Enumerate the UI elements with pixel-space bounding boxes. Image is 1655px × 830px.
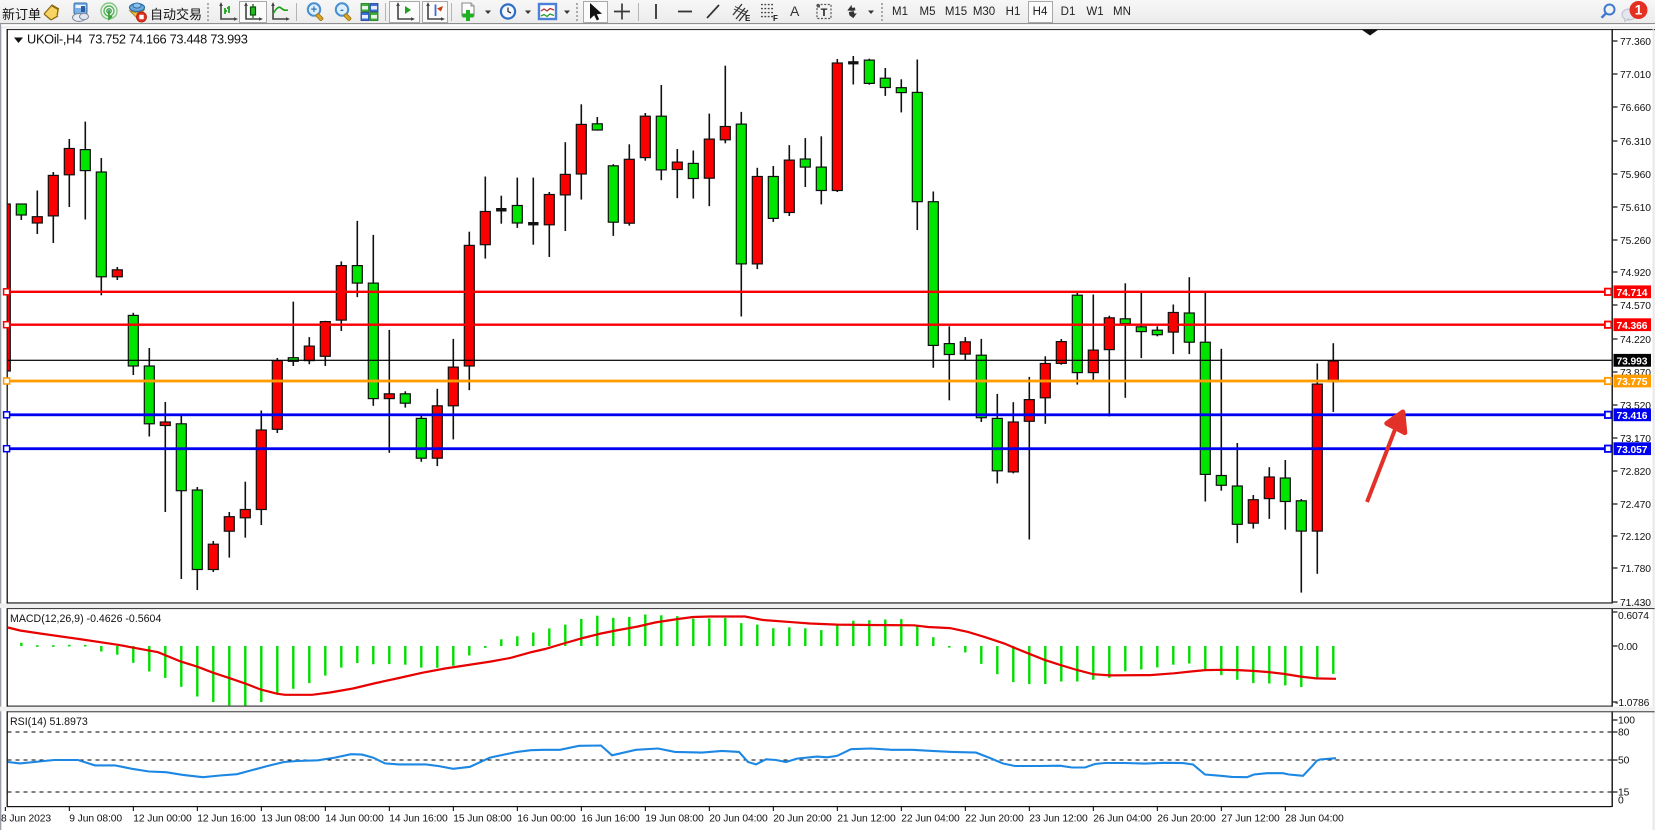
svg-text:73.870: 73.870 bbox=[1620, 368, 1651, 379]
svg-text:77.360: 77.360 bbox=[1620, 37, 1651, 48]
svg-text:76.660: 76.660 bbox=[1620, 103, 1651, 114]
svg-text:21 Jun 12:00: 21 Jun 12:00 bbox=[837, 814, 896, 825]
svg-text:8 Jun 2023: 8 Jun 2023 bbox=[1, 814, 51, 825]
svg-text:73.416: 73.416 bbox=[1617, 411, 1648, 422]
svg-text:RSI(14) 51.8973: RSI(14) 51.8973 bbox=[10, 716, 88, 728]
svg-text:E: E bbox=[745, 14, 751, 23]
svg-text:74.220: 74.220 bbox=[1620, 335, 1651, 346]
svg-text:-: - bbox=[340, 4, 344, 16]
svg-text:75.960: 75.960 bbox=[1620, 170, 1651, 181]
svg-text:14 Jun 16:00: 14 Jun 16:00 bbox=[389, 814, 448, 825]
svg-text:71.780: 71.780 bbox=[1620, 564, 1651, 575]
svg-text:22 Jun 04:00: 22 Jun 04:00 bbox=[901, 814, 960, 825]
svg-text:74.570: 74.570 bbox=[1620, 301, 1651, 312]
svg-text:9 Jun 08:00: 9 Jun 08:00 bbox=[69, 814, 122, 825]
svg-text:50: 50 bbox=[1618, 756, 1630, 767]
svg-text:80: 80 bbox=[1618, 728, 1630, 739]
svg-text:15 Jun 08:00: 15 Jun 08:00 bbox=[453, 814, 512, 825]
svg-text:16 Jun 00:00: 16 Jun 00:00 bbox=[517, 814, 576, 825]
svg-text:UKOil-,H4 73.752 74.166 73.44: UKOil-,H4 73.752 74.166 73.448 73.993 bbox=[27, 32, 248, 47]
svg-text:13 Jun 08:00: 13 Jun 08:00 bbox=[261, 814, 320, 825]
svg-text:1: 1 bbox=[1635, 3, 1643, 18]
svg-text:20 Jun 20:00: 20 Jun 20:00 bbox=[773, 814, 832, 825]
svg-text:27 Jun 12:00: 27 Jun 12:00 bbox=[1221, 814, 1280, 825]
svg-text:0: 0 bbox=[1618, 796, 1624, 807]
svg-text:100: 100 bbox=[1618, 716, 1635, 727]
svg-text:MACD(12,26,9) -0.4626 -0.5604: MACD(12,26,9) -0.4626 -0.5604 bbox=[10, 613, 161, 625]
svg-text:76.310: 76.310 bbox=[1620, 137, 1651, 148]
svg-text:74.714: 74.714 bbox=[1617, 288, 1648, 299]
svg-text:26 Jun 20:00: 26 Jun 20:00 bbox=[1157, 814, 1216, 825]
svg-text:75.260: 75.260 bbox=[1620, 236, 1651, 247]
svg-text:72.120: 72.120 bbox=[1620, 532, 1651, 543]
svg-text:73.520: 73.520 bbox=[1620, 401, 1651, 412]
svg-text:-1.0786: -1.0786 bbox=[1615, 698, 1650, 709]
svg-text:12 Jun 00:00: 12 Jun 00:00 bbox=[133, 814, 192, 825]
svg-text:71.430: 71.430 bbox=[1620, 598, 1651, 609]
svg-text:19 Jun 08:00: 19 Jun 08:00 bbox=[645, 814, 704, 825]
svg-text:74.920: 74.920 bbox=[1620, 268, 1651, 279]
svg-text:12 Jun 16:00: 12 Jun 16:00 bbox=[197, 814, 256, 825]
svg-text:0.6074: 0.6074 bbox=[1618, 611, 1649, 622]
svg-text:73.993: 73.993 bbox=[1617, 356, 1648, 367]
svg-text:75.610: 75.610 bbox=[1620, 203, 1651, 214]
svg-text:72.470: 72.470 bbox=[1620, 500, 1651, 511]
svg-text:+: + bbox=[311, 4, 317, 16]
svg-text:26 Jun 04:00: 26 Jun 04:00 bbox=[1093, 814, 1152, 825]
svg-text:74.366: 74.366 bbox=[1617, 321, 1648, 332]
svg-text:0.00: 0.00 bbox=[1618, 642, 1638, 653]
svg-text:23 Jun 12:00: 23 Jun 12:00 bbox=[1029, 814, 1088, 825]
svg-text:73.775: 73.775 bbox=[1617, 377, 1648, 388]
svg-text:16 Jun 16:00: 16 Jun 16:00 bbox=[581, 814, 640, 825]
svg-text:73.170: 73.170 bbox=[1620, 434, 1651, 445]
svg-text:T: T bbox=[821, 7, 828, 19]
svg-text:72.820: 72.820 bbox=[1620, 467, 1651, 478]
svg-text:73.057: 73.057 bbox=[1617, 445, 1648, 456]
svg-text:14 Jun 00:00: 14 Jun 00:00 bbox=[325, 814, 384, 825]
svg-text:15: 15 bbox=[1618, 788, 1630, 799]
svg-text:77.010: 77.010 bbox=[1620, 70, 1651, 81]
svg-text:F: F bbox=[773, 14, 778, 23]
svg-text:28 Jun 04:00: 28 Jun 04:00 bbox=[1285, 814, 1344, 825]
svg-text:20 Jun 04:00: 20 Jun 04:00 bbox=[709, 814, 768, 825]
svg-text:22 Jun 20:00: 22 Jun 20:00 bbox=[965, 814, 1024, 825]
